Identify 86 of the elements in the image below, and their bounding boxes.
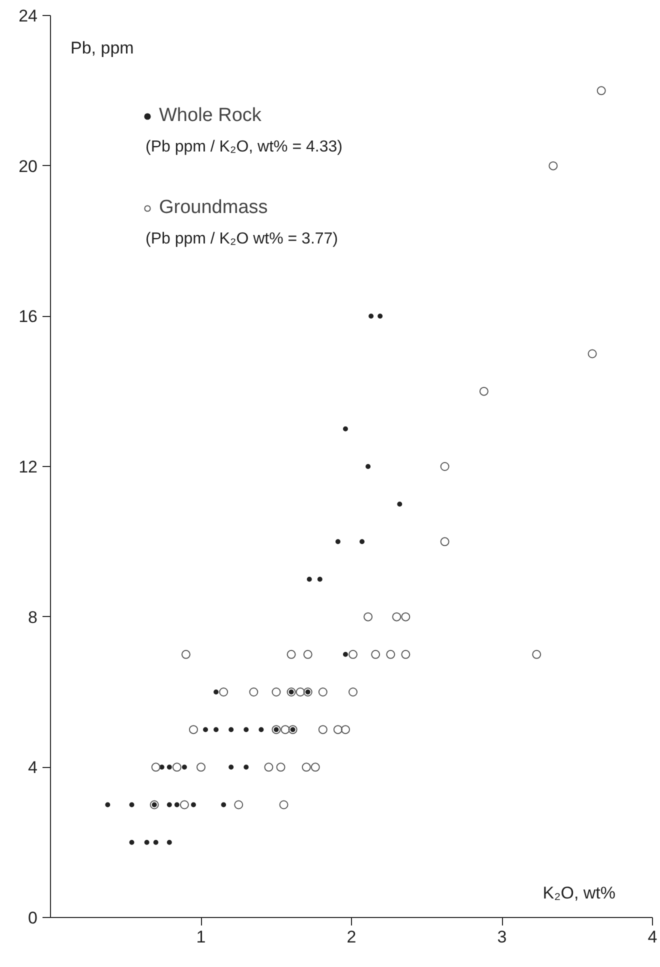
point xyxy=(196,762,206,772)
point xyxy=(272,688,281,696)
point xyxy=(129,802,134,808)
point xyxy=(221,802,226,808)
point xyxy=(360,539,365,544)
point xyxy=(249,688,258,696)
point xyxy=(166,840,172,845)
point xyxy=(244,764,249,770)
x-tick-label: 1 xyxy=(196,928,206,946)
point xyxy=(228,764,234,770)
point xyxy=(348,650,358,659)
point xyxy=(228,727,234,732)
point xyxy=(317,576,322,582)
point xyxy=(401,612,410,622)
point xyxy=(129,840,134,845)
point xyxy=(348,688,358,696)
point xyxy=(182,764,187,770)
point xyxy=(333,725,342,734)
point xyxy=(190,802,196,808)
point xyxy=(340,725,350,734)
point xyxy=(440,537,450,546)
point xyxy=(151,762,160,772)
point xyxy=(181,650,190,659)
point xyxy=(378,314,383,319)
point xyxy=(258,727,264,732)
point xyxy=(219,688,228,696)
point xyxy=(276,762,286,772)
point xyxy=(180,800,189,810)
point xyxy=(302,762,311,772)
y-tick-label: 8 xyxy=(28,608,38,627)
point xyxy=(397,502,402,507)
point xyxy=(371,650,380,659)
point xyxy=(342,426,348,432)
point xyxy=(286,650,296,659)
point xyxy=(310,762,320,772)
point xyxy=(166,764,172,770)
point xyxy=(364,612,373,622)
point xyxy=(264,762,274,772)
point xyxy=(335,539,340,544)
point xyxy=(188,725,198,734)
point xyxy=(153,840,158,845)
point xyxy=(105,802,110,808)
point xyxy=(318,688,328,696)
point xyxy=(318,725,328,734)
point xyxy=(366,464,371,469)
x-tick-label: 3 xyxy=(497,928,507,946)
point xyxy=(303,650,312,659)
point xyxy=(532,650,542,659)
y-tick-label: 0 xyxy=(28,908,38,928)
point xyxy=(166,802,172,808)
y-tick-label: 20 xyxy=(18,156,38,176)
annotation: (Pb ppm / K₂O, wt% = 4.33) xyxy=(146,138,342,156)
point xyxy=(368,314,374,319)
point xyxy=(174,802,180,808)
point xyxy=(144,840,150,845)
x-tick-label: 2 xyxy=(346,928,356,946)
point xyxy=(280,725,290,734)
point xyxy=(214,690,219,694)
point xyxy=(172,762,182,772)
point xyxy=(244,727,249,732)
point xyxy=(279,800,288,810)
legend-label: Whole Rock xyxy=(159,105,262,127)
point xyxy=(596,86,606,96)
y-axis-title: Pb, ppm xyxy=(70,38,134,58)
point xyxy=(159,764,164,770)
point xyxy=(386,650,396,659)
legend-label: Groundmass xyxy=(159,197,268,219)
point xyxy=(401,650,410,659)
y-tick-label: 16 xyxy=(18,307,38,326)
x-tick-label: 4 xyxy=(648,928,658,946)
point xyxy=(296,688,305,696)
point xyxy=(234,800,244,810)
point xyxy=(214,727,219,732)
x-axis-title: K₂O, wt% xyxy=(542,884,616,902)
point xyxy=(203,727,208,732)
point xyxy=(306,576,312,582)
y-tick-label: 12 xyxy=(18,458,38,476)
y-tick-label: 4 xyxy=(28,758,38,778)
point xyxy=(588,349,597,358)
point xyxy=(479,386,488,396)
annotation: (Pb ppm / K₂O wt% = 3.77) xyxy=(146,230,338,248)
y-tick-label: 24 xyxy=(18,6,38,26)
point xyxy=(392,612,402,622)
point xyxy=(440,462,450,471)
point xyxy=(548,161,558,170)
point xyxy=(342,652,348,657)
